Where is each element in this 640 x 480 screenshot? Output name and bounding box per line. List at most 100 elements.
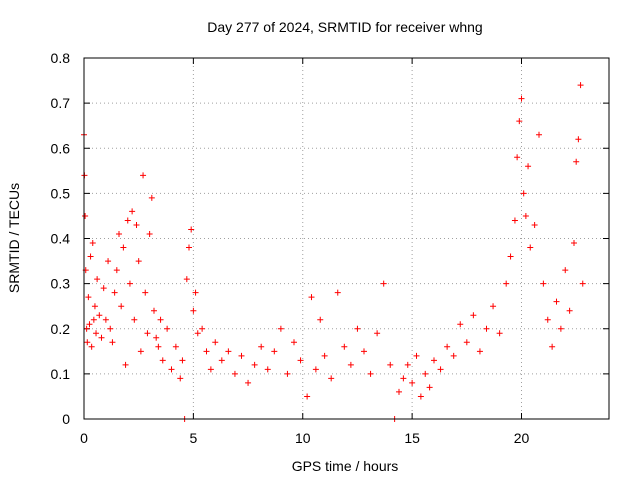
data-point [507, 253, 514, 260]
data-point [317, 316, 324, 323]
data-point [522, 212, 529, 219]
data-point [109, 339, 116, 346]
data-point [98, 334, 105, 341]
data-point [207, 366, 214, 373]
x-tick-label: 20 [514, 430, 530, 446]
x-tick-label: 15 [404, 430, 420, 446]
data-point [203, 348, 210, 355]
data-point [367, 370, 374, 377]
data-point [374, 330, 381, 337]
data-point [194, 330, 201, 337]
data-point [129, 208, 136, 215]
data-point [192, 289, 199, 296]
data-point [553, 298, 560, 305]
data-point [212, 339, 219, 346]
data-point [566, 307, 573, 314]
x-tick-label: 5 [189, 430, 197, 446]
data-point [133, 221, 140, 228]
data-point [135, 258, 142, 265]
data-point [96, 312, 103, 319]
data-point [328, 375, 335, 382]
data-point [146, 230, 153, 237]
data-point [426, 384, 433, 391]
data-point [450, 352, 457, 359]
data-point [85, 294, 92, 301]
data-point [183, 276, 190, 283]
data-points [81, 82, 586, 422]
data-point [396, 388, 402, 395]
data-point [126, 280, 133, 287]
data-point [562, 267, 569, 274]
data-point [91, 303, 98, 310]
data-point [544, 316, 551, 323]
data-point [413, 352, 420, 359]
data-point [476, 348, 483, 355]
data-point [105, 258, 112, 265]
data-point [409, 379, 416, 386]
data-point [124, 217, 131, 224]
data-point [531, 221, 538, 228]
data-point [431, 357, 437, 364]
data-point [231, 370, 238, 377]
data-point [304, 393, 311, 400]
data-point [496, 330, 503, 337]
data-point [157, 316, 164, 323]
data-point [86, 321, 93, 328]
data-point [437, 366, 444, 373]
data-point [549, 343, 556, 350]
data-point [387, 361, 394, 368]
data-point [573, 158, 580, 165]
data-point [404, 361, 411, 368]
data-point [527, 244, 534, 251]
data-point [177, 375, 184, 382]
x-tick-label: 0 [80, 430, 88, 446]
y-tick-label: 0.5 [51, 185, 71, 201]
y-tick-label: 0.8 [51, 50, 71, 66]
data-point [463, 339, 470, 346]
data-point [514, 154, 521, 161]
data-point [84, 339, 91, 346]
plot-frame [83, 57, 610, 420]
data-point [111, 289, 118, 296]
data-point [90, 316, 97, 323]
data-point [89, 240, 96, 247]
data-point [444, 343, 451, 350]
data-point [334, 289, 341, 296]
data-point [470, 312, 477, 319]
data-point [102, 316, 109, 323]
data-point [511, 217, 518, 224]
data-point [516, 118, 523, 125]
data-point [380, 280, 387, 287]
data-point [557, 325, 564, 332]
data-point [277, 325, 284, 332]
data-point [258, 343, 265, 350]
data-point [291, 339, 297, 346]
data-point [137, 348, 144, 355]
data-point [107, 325, 114, 332]
data-point [575, 136, 582, 143]
data-point [308, 294, 315, 301]
data-point [284, 370, 291, 377]
y-tick-label: 0.3 [51, 276, 71, 292]
data-point [120, 244, 127, 251]
chart-title: Day 277 of 2024, SRMTID for receiver whn… [207, 19, 482, 35]
data-point [199, 325, 206, 332]
data-point [579, 280, 586, 287]
data-point [100, 285, 107, 292]
data-point [483, 325, 490, 332]
data-point [218, 357, 225, 364]
data-point [238, 352, 245, 359]
data-point [164, 325, 171, 332]
data-point [271, 348, 278, 355]
x-tick-label: 10 [295, 430, 311, 446]
data-point [186, 244, 192, 251]
data-point [159, 357, 166, 364]
data-point [122, 361, 129, 368]
data-point [540, 280, 547, 287]
data-point [82, 212, 89, 219]
data-point [354, 325, 361, 332]
y-tick-label: 0.1 [51, 366, 71, 382]
data-point [153, 334, 160, 341]
data-point [490, 303, 497, 310]
